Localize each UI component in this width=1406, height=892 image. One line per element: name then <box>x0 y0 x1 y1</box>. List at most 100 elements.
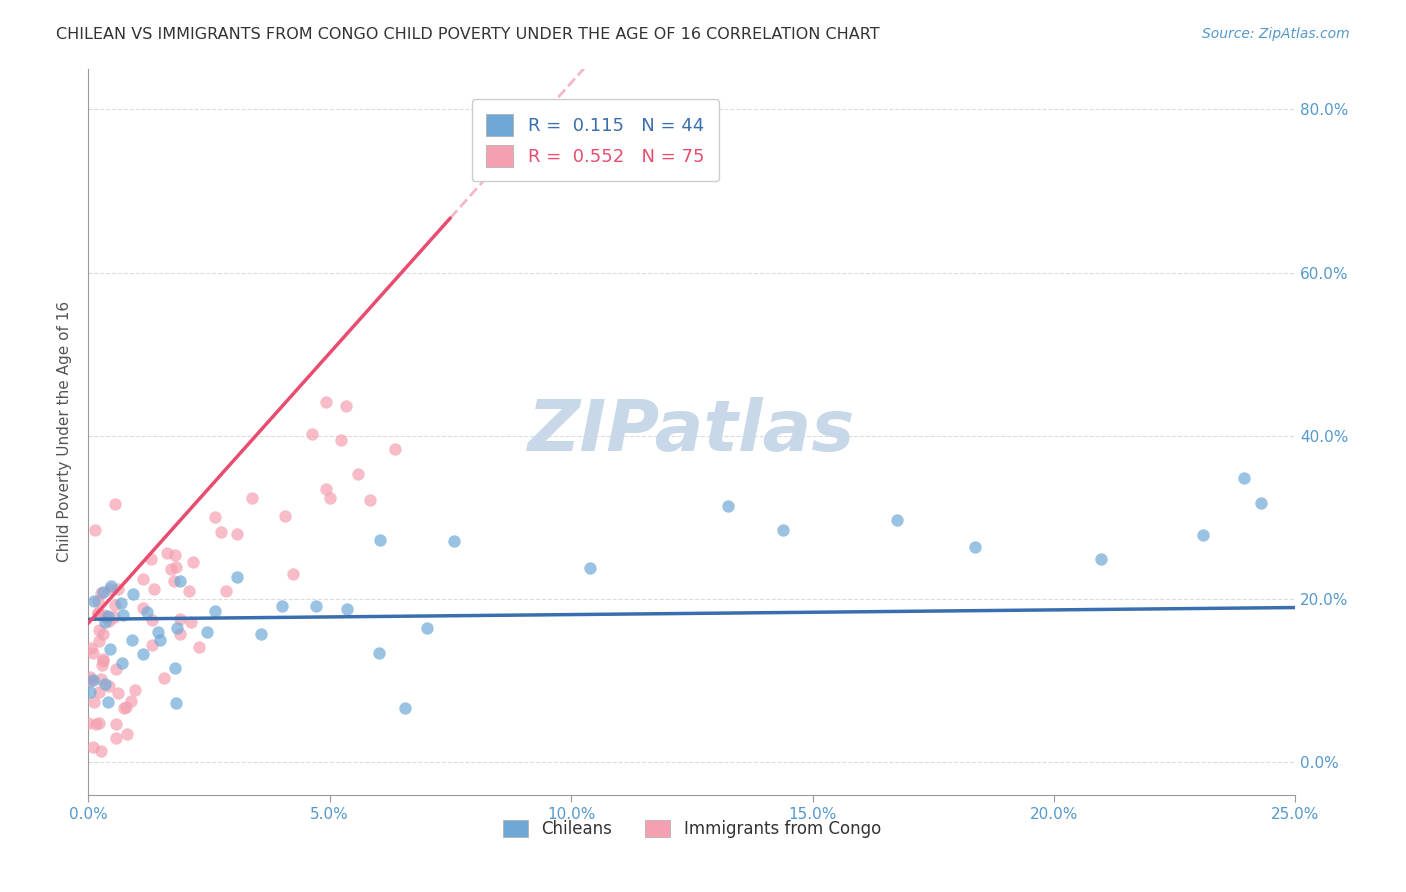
Point <box>83 695 105 709</box>
Point <box>115 700 138 714</box>
Point <box>169 574 191 588</box>
Point <box>87 606 110 620</box>
Point <box>79 684 101 698</box>
Point <box>98 582 121 596</box>
Point <box>90 744 112 758</box>
Point <box>82 673 104 687</box>
Point <box>82 646 104 660</box>
Point <box>359 492 381 507</box>
Point <box>80 641 103 656</box>
Point <box>315 483 337 497</box>
Point <box>93 615 115 629</box>
Point <box>104 598 127 612</box>
Point <box>89 634 111 648</box>
Point <box>103 609 125 624</box>
Point <box>97 694 120 708</box>
Point <box>965 540 987 554</box>
Point <box>124 682 146 697</box>
Point <box>169 612 191 626</box>
Point <box>107 686 129 700</box>
Point <box>315 395 337 409</box>
Point <box>83 594 105 608</box>
Point <box>104 662 127 676</box>
Point <box>187 640 209 655</box>
Point <box>139 552 162 566</box>
Point <box>114 701 136 715</box>
Point <box>169 627 191 641</box>
Point <box>1233 471 1256 485</box>
Point <box>91 657 114 672</box>
Point <box>384 442 406 456</box>
Point <box>886 513 908 527</box>
Point <box>370 533 392 548</box>
Point <box>90 672 112 686</box>
Point <box>121 632 143 647</box>
Point <box>1250 496 1272 510</box>
Point <box>115 727 138 741</box>
Point <box>98 642 121 657</box>
Point <box>136 605 159 619</box>
Point <box>165 696 187 710</box>
Point <box>336 602 359 616</box>
Point <box>283 566 305 581</box>
Point <box>163 661 186 675</box>
Point <box>87 685 110 699</box>
Point <box>132 647 155 661</box>
Point <box>305 599 328 613</box>
Point <box>772 524 794 538</box>
Point <box>165 548 187 562</box>
Point <box>319 491 342 506</box>
Point <box>87 624 110 638</box>
Text: Source: ZipAtlas.com: Source: ZipAtlas.com <box>1202 27 1350 41</box>
Point <box>77 716 100 731</box>
Point <box>100 579 122 593</box>
Point <box>93 677 115 691</box>
Point <box>112 607 135 622</box>
Point <box>301 427 323 442</box>
Point <box>149 633 172 648</box>
Point <box>87 607 110 621</box>
Point <box>107 582 129 596</box>
Point <box>94 610 117 624</box>
Point <box>98 614 121 628</box>
Point <box>93 607 115 622</box>
Point <box>104 498 127 512</box>
Point <box>143 582 166 597</box>
Point <box>90 585 112 599</box>
Point <box>97 679 120 693</box>
Point <box>204 604 226 618</box>
Point <box>717 499 740 513</box>
Point <box>177 583 200 598</box>
Point <box>1192 528 1215 542</box>
Point <box>141 613 163 627</box>
Point <box>394 700 416 714</box>
Point <box>131 601 153 615</box>
Point <box>1090 552 1112 566</box>
Point <box>225 570 247 584</box>
Point <box>153 671 176 685</box>
Point <box>209 524 232 539</box>
Legend: Chileans, Immigrants from Congo: Chileans, Immigrants from Congo <box>496 813 887 845</box>
Text: CHILEAN VS IMMIGRANTS FROM CONGO CHILD POVERTY UNDER THE AGE OF 16 CORRELATION C: CHILEAN VS IMMIGRANTS FROM CONGO CHILD P… <box>56 27 880 42</box>
Point <box>132 572 155 586</box>
Point <box>367 646 389 660</box>
Point <box>96 608 118 623</box>
Point <box>120 694 142 708</box>
Point <box>91 654 114 668</box>
Point <box>335 399 357 413</box>
Point <box>180 615 202 630</box>
Point <box>271 599 294 613</box>
Point <box>347 467 370 481</box>
Point <box>204 509 226 524</box>
Point <box>160 562 183 576</box>
Point <box>91 585 114 599</box>
Point <box>91 652 114 666</box>
Point <box>163 574 186 588</box>
Point <box>579 561 602 575</box>
Point <box>122 586 145 600</box>
Point <box>87 594 110 608</box>
Point <box>146 625 169 640</box>
Point <box>105 731 128 745</box>
Point <box>165 559 187 574</box>
Point <box>84 524 107 538</box>
